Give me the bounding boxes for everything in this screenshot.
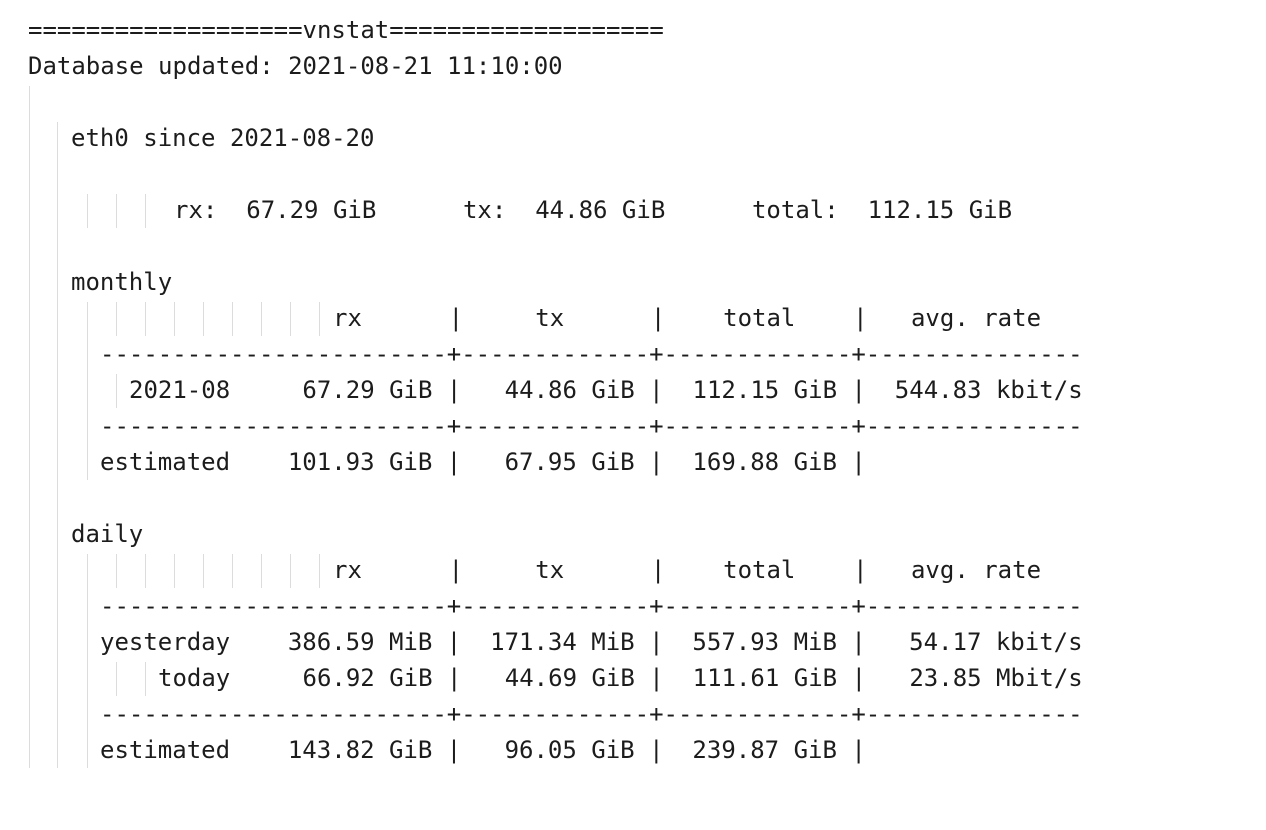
indent-guide: [290, 554, 291, 588]
indent-guide: [261, 554, 262, 588]
interface-summary: rx: 67.29 GiB tx: 44.86 GiB total: 112.1…: [174, 196, 1013, 224]
indent-guide: [116, 554, 117, 588]
indent-guide: [319, 554, 320, 588]
indent-guide: [87, 302, 88, 480]
indent-guide: [319, 302, 320, 336]
monthly-header-row: rx | tx | total | avg. rate: [333, 304, 1042, 332]
indent-guide: [145, 662, 146, 696]
indent-guide: [174, 554, 175, 588]
indent-guide: [116, 194, 117, 228]
vnstat-banner: ===================vnstat===============…: [28, 16, 664, 44]
indent-guide: [232, 302, 233, 336]
database-updated-line: Database updated: 2021-08-21 11:10:00: [28, 52, 563, 80]
monthly-separator: ------------------------+-------------+-…: [100, 412, 1083, 440]
indent-guide: [145, 554, 146, 588]
monthly-title: monthly: [71, 268, 173, 296]
daily-row-yesterday: yesterday 386.59 MiB | 171.34 MiB | 557.…: [100, 628, 1083, 656]
monthly-row: 2021-08 67.29 GiB | 44.86 GiB | 112.15 G…: [129, 376, 1083, 404]
indent-guide: [116, 662, 117, 696]
monthly-estimated-row: estimated 101.93 GiB | 67.95 GiB | 169.8…: [100, 448, 866, 476]
indent-guide: [145, 194, 146, 228]
daily-separator: ------------------------+-------------+-…: [100, 700, 1083, 728]
daily-title: daily: [71, 520, 144, 548]
indent-guide: [232, 554, 233, 588]
interface-title: eth0 since 2021-08-20: [71, 124, 375, 152]
indent-guide: [116, 374, 117, 408]
daily-separator: ------------------------+-------------+-…: [100, 592, 1083, 620]
monthly-separator: ------------------------+-------------+-…: [100, 340, 1083, 368]
indent-guide: [174, 302, 175, 336]
indent-guide: [29, 86, 30, 768]
indent-guide: [261, 302, 262, 336]
daily-header-row: rx | tx | total | avg. rate: [333, 556, 1042, 584]
indent-guide: [57, 122, 58, 768]
indent-guide: [116, 302, 117, 336]
indent-guide: [87, 194, 88, 228]
daily-row-today: today 66.92 GiB | 44.69 GiB | 111.61 GiB…: [158, 664, 1083, 692]
daily-estimated-row: estimated 143.82 GiB | 96.05 GiB | 239.8…: [100, 736, 866, 764]
indent-guide: [203, 554, 204, 588]
indent-guide: [290, 302, 291, 336]
indent-guide: [145, 302, 146, 336]
indent-guide: [87, 554, 88, 768]
indent-guide: [203, 302, 204, 336]
